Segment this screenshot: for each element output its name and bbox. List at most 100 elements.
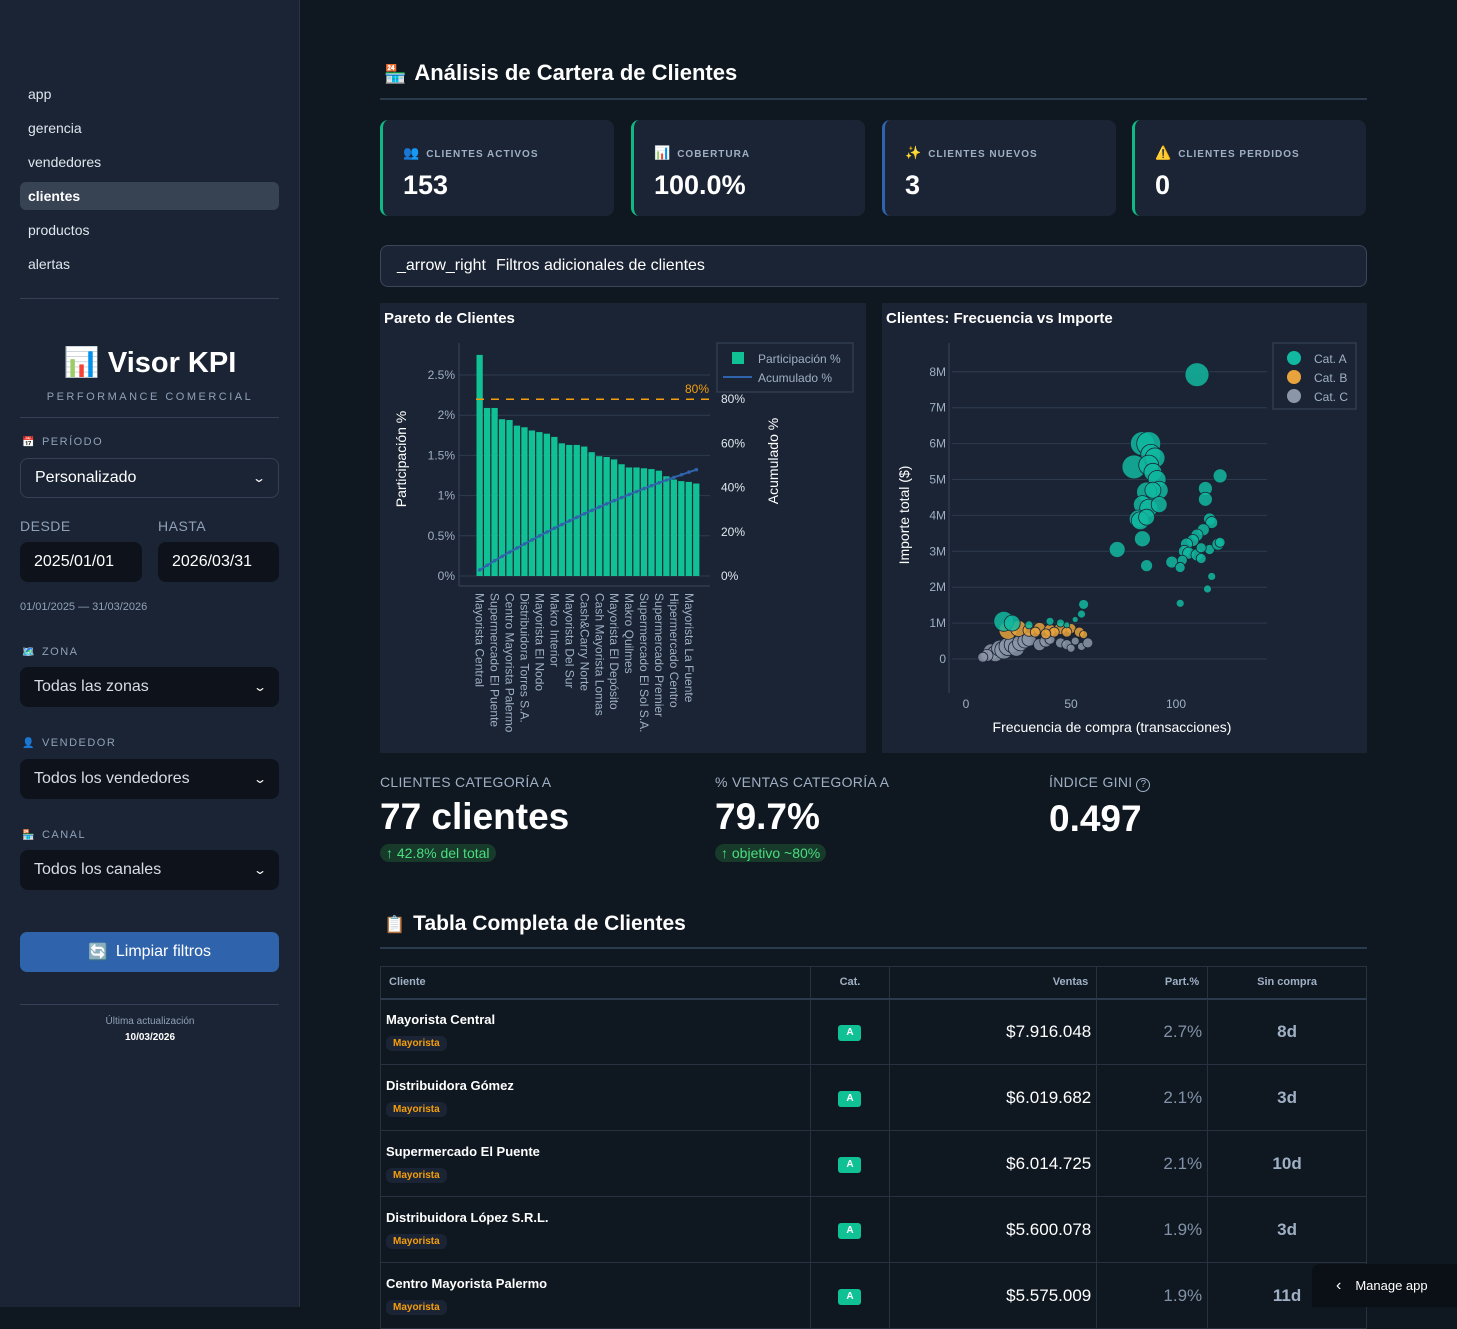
pareto-bar <box>498 419 506 576</box>
column-header-part[interactable]: Part.% <box>1096 966 1209 1000</box>
scatter-point <box>1063 621 1071 629</box>
y2-tick-label: 0% <box>721 569 739 583</box>
table-row[interactable]: Distribuidora Gómez Mayorista A $6.019.68… <box>380 1064 1367 1131</box>
y-tick-label: 0% <box>438 569 456 583</box>
nav-item-clientes[interactable]: clientes <box>20 182 279 210</box>
vendedor-label: 👤 VENDEDOR <box>22 737 116 749</box>
cell-cliente: Distribuidora López S.R.L. Mayorista <box>380 1196 811 1263</box>
calendar-icon: 📅 <box>22 437 36 448</box>
cumulative-point <box>679 472 684 477</box>
cell-part: 1.9% <box>1096 1196 1209 1263</box>
column-header-cliente[interactable]: Cliente <box>380 966 811 1000</box>
scatter-point <box>1077 609 1086 619</box>
y-tick-label: 8M <box>929 365 946 379</box>
kpi-label-text: COBERTURA <box>677 149 751 160</box>
hasta-date-input[interactable]: 2026/03/31 <box>158 542 279 582</box>
channel-tag: Mayorista <box>386 1234 447 1249</box>
y-tick-label: 2M <box>929 580 946 594</box>
x-tick-label: Mayorista El Nodo <box>532 593 546 691</box>
scatter-point <box>1203 584 1212 594</box>
nav-item-vendedores[interactable]: vendedores <box>28 154 102 170</box>
manage-app-button[interactable]: ‹ Manage app <box>1312 1264 1457 1307</box>
people-icon: 👥 <box>403 145 421 160</box>
category-badge: A <box>838 1223 862 1239</box>
pareto-bar <box>648 469 655 576</box>
filters-expander[interactable]: _arrow_right Filtros adicionales de clien… <box>380 245 1367 287</box>
sparkles-icon: ✨ <box>905 145 923 160</box>
pareto-bar <box>543 433 550 576</box>
pareto-chart-panel: Pareto de Clientes 0% 0.5% 1% 1.5% 2% 2.5% 0% 2… <box>380 303 866 753</box>
legend-marker <box>1287 351 1301 365</box>
y2-tick-label: 20% <box>721 525 745 539</box>
y-tick-label: 0 <box>939 652 946 666</box>
help-icon[interactable]: ? <box>1136 778 1151 792</box>
nav-item-productos[interactable]: productos <box>28 222 90 238</box>
cell-cliente: Distribuidora Gómez Mayorista <box>380 1064 811 1131</box>
desde-date-input[interactable]: 2025/01/01 <box>20 542 142 582</box>
hasta-label: HASTA <box>158 518 207 534</box>
y-tick-label: 0.5% <box>428 529 456 543</box>
metric-value: 79.7% <box>715 796 820 837</box>
pareto-bar <box>610 459 618 576</box>
person-icon: 👤 <box>22 738 36 749</box>
y-tick-label: 1% <box>438 489 456 503</box>
legend-label: Cat. A <box>1314 352 1347 366</box>
scatter-point <box>1144 481 1162 499</box>
legend-marker <box>1287 389 1301 403</box>
scatter-point <box>1082 637 1094 649</box>
x-axis-title: Frecuencia de compra (transacciones) <box>993 719 1232 735</box>
metric-label: ÍNDICE GINI? <box>1049 774 1151 792</box>
table-row[interactable]: Mayorista Central Mayorista A $7.916.048 … <box>380 998 1367 1065</box>
pareto-chart: 0% 0.5% 1% 1.5% 2% 2.5% 0% 20% 40% 60% 80% 80% Mayor… <box>393 342 854 733</box>
zona-label: 🗺️ ZONA <box>22 646 79 658</box>
nav-item-app[interactable]: app <box>28 86 52 102</box>
legend-label: Acumulado % <box>758 371 832 385</box>
cumulative-point <box>530 538 534 542</box>
table-row[interactable]: Distribuidora López S.R.L. Mayorista A $5… <box>380 1196 1367 1263</box>
nav-item-gerencia[interactable]: gerencia <box>28 120 82 136</box>
channel-tag: Mayorista <box>386 1102 447 1117</box>
brand: 📊 Visor KPI <box>0 346 300 380</box>
cumulative-point <box>642 486 646 491</box>
column-header-cat[interactable]: Cat. <box>809 966 891 1000</box>
table-row[interactable]: Supermercado El Puente Mayorista A $6.014… <box>380 1130 1367 1197</box>
canal-label-text: CANAL <box>41 829 87 841</box>
pareto-bar <box>476 354 483 576</box>
cell-cat: A <box>809 1196 891 1263</box>
x-tick-label: Makro Quilmes <box>622 593 636 674</box>
scatter-point <box>1040 628 1052 640</box>
zona-select[interactable]: Todas las zonas ⌄ <box>20 667 279 707</box>
vendedor-select[interactable]: Todos los vendedores ⌄ <box>20 759 279 799</box>
metric-value: 77 clientes <box>380 796 570 837</box>
scatter-point <box>1184 362 1210 388</box>
metric-label: CLIENTES CATEGORÍA A <box>380 774 552 790</box>
metric-ventas-cat-a: % VENTAS CATEGORÍA A 79.7% ↑ objetivo ~80% <box>715 774 889 863</box>
cumulative-point <box>537 534 542 538</box>
y-tick-label: 4M <box>929 508 946 522</box>
table-row[interactable]: Centro Mayorista Palermo Mayorista A $5.5… <box>380 1262 1367 1329</box>
cell-cat: A <box>809 1130 891 1197</box>
clear-filters-button[interactable]: 🔄 Limpiar filtros <box>20 932 279 972</box>
cell-part: 2.1% <box>1096 1064 1209 1131</box>
kpi-value: 3 <box>905 170 921 200</box>
kpi-value: 100.0% <box>654 170 746 200</box>
canal-label: 🏪 CANAL <box>22 829 86 841</box>
column-header-sin-compra[interactable]: Sin compra <box>1207 966 1367 1000</box>
cumulative-point <box>612 498 616 503</box>
chart-title: Clientes: Frecuencia vs Importe <box>886 310 1113 327</box>
brand-subtitle: PERFORMANCE COMERCIAL <box>46 391 254 403</box>
cumulative-point <box>507 550 512 554</box>
chevron-left-icon: ‹ <box>1336 1276 1342 1294</box>
periodo-select[interactable]: Personalizado ⌄ <box>20 458 279 498</box>
pareto-bar <box>693 483 700 576</box>
pareto-bar <box>588 452 595 576</box>
nav-item-alertas[interactable]: alertas <box>28 256 71 272</box>
cell-cliente: Centro Mayorista Palermo Mayorista <box>380 1262 811 1329</box>
canal-select[interactable]: Todos los canales ⌄ <box>20 850 279 890</box>
column-header-ventas[interactable]: Ventas <box>889 966 1098 1000</box>
pareto-bar <box>678 481 685 576</box>
kpi-label: 📊 COBERTURA <box>654 145 750 161</box>
channel-tag: Mayorista <box>386 1300 447 1315</box>
pareto-bar <box>663 476 670 576</box>
cumulative-point <box>575 515 579 520</box>
